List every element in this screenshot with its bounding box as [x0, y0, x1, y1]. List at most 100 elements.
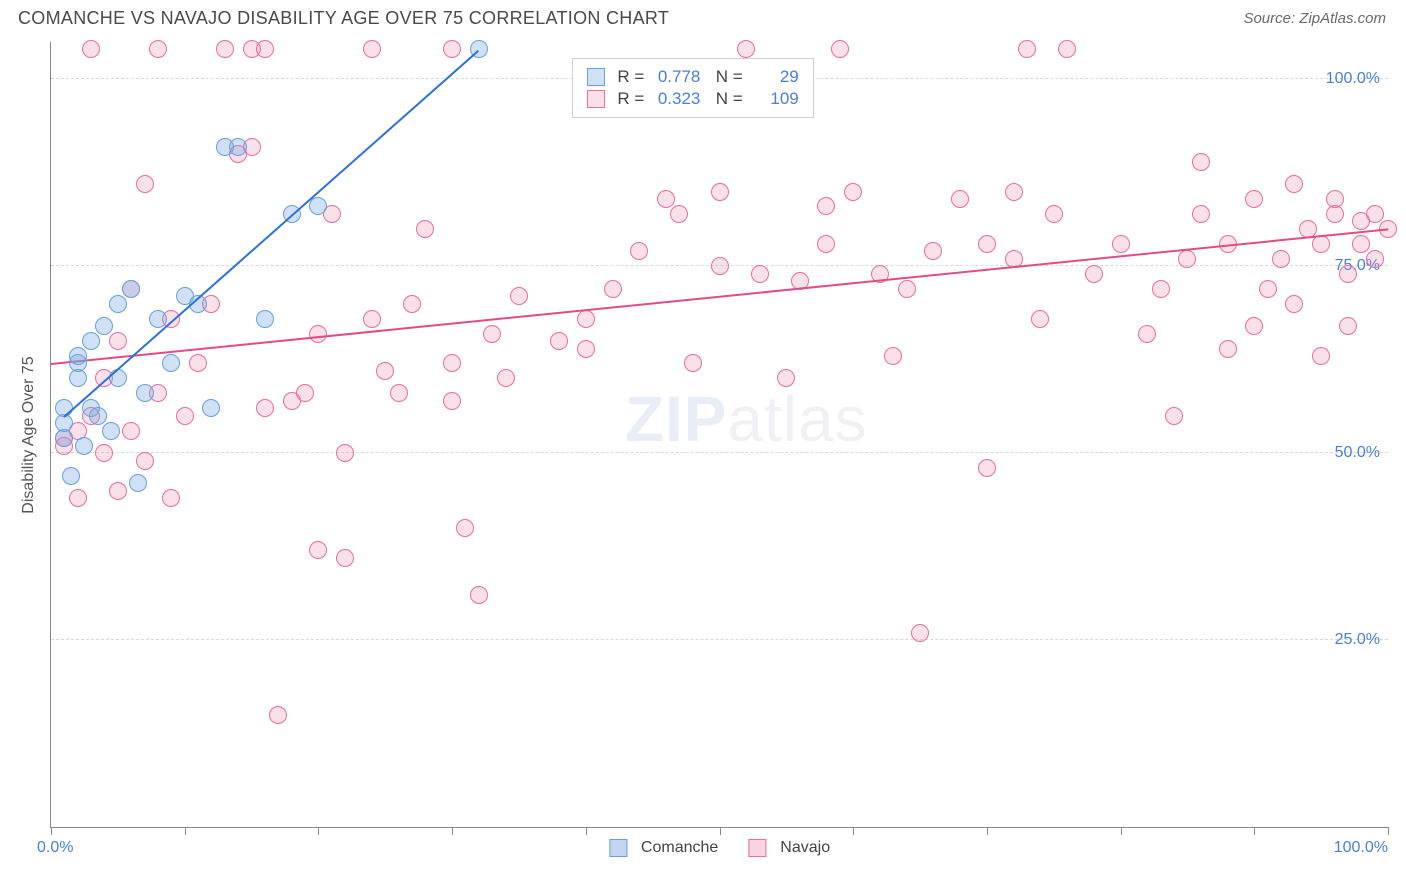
- legend-n-label: N =: [706, 67, 742, 87]
- navajo-point: [403, 295, 421, 313]
- navajo-point: [256, 399, 274, 417]
- navajo-point: [1285, 175, 1303, 193]
- navajo-point: [136, 175, 154, 193]
- y-tick-label: 100.0%: [1326, 70, 1380, 88]
- x-tick: [1121, 827, 1122, 835]
- x-tick: [51, 827, 52, 835]
- navajo-point: [149, 40, 167, 58]
- navajo-point: [336, 549, 354, 567]
- navajo-point: [363, 40, 381, 58]
- navajo-point: [497, 369, 515, 387]
- x-tick: [853, 827, 854, 835]
- navajo-point: [136, 452, 154, 470]
- comanche-point: [62, 467, 80, 485]
- navajo-point: [1245, 317, 1263, 335]
- navajo-point: [1005, 183, 1023, 201]
- navajo-point: [1018, 40, 1036, 58]
- navajo-point: [1192, 205, 1210, 223]
- comanche-point: [95, 317, 113, 335]
- navajo-point: [1058, 40, 1076, 58]
- legend-r-label: R =: [617, 67, 644, 87]
- navajo-point: [670, 205, 688, 223]
- navajo-point: [189, 354, 207, 372]
- y-tick-label: 25.0%: [1335, 631, 1380, 649]
- navajo-point: [256, 40, 274, 58]
- navajo-point: [109, 482, 127, 500]
- x-tick: [1388, 827, 1389, 835]
- comanche-point: [109, 295, 127, 313]
- navajo-point: [309, 541, 327, 559]
- navajo-point: [82, 40, 100, 58]
- correlation-legend: R = 0.778 N = 29R = 0.323 N = 109: [572, 58, 813, 118]
- comanche-point: [102, 422, 120, 440]
- navajo-point: [363, 310, 381, 328]
- navajo-point: [69, 489, 87, 507]
- navajo-point: [1192, 153, 1210, 171]
- x-tick: [452, 827, 453, 835]
- navajo-point: [390, 384, 408, 402]
- x-tick: [1254, 827, 1255, 835]
- plot-area: Disability Age Over 75 ZIPatlas 25.0%50.…: [50, 42, 1388, 828]
- navajo-point: [1138, 325, 1156, 343]
- comanche-point: [202, 399, 220, 417]
- comanche-point: [309, 197, 327, 215]
- navajo-point: [443, 40, 461, 58]
- navajo-point: [216, 40, 234, 58]
- navajo-point: [684, 354, 702, 372]
- navajo-point: [924, 242, 942, 260]
- navajo-point: [898, 280, 916, 298]
- navajo-point: [1366, 250, 1384, 268]
- navajo-point: [162, 489, 180, 507]
- x-tick: [318, 827, 319, 835]
- navajo-point: [1272, 250, 1290, 268]
- x-axis-min-label: 0.0%: [37, 839, 73, 857]
- navajo-point: [1152, 280, 1170, 298]
- navajo-point: [1352, 235, 1370, 253]
- navajo-point: [577, 310, 595, 328]
- navajo-point: [456, 519, 474, 537]
- comanche-point: [122, 280, 140, 298]
- navajo-point: [884, 347, 902, 365]
- comanche-swatch-icon: [587, 68, 605, 86]
- navajo-point: [1045, 205, 1063, 223]
- x-tick: [720, 827, 721, 835]
- navajo-point: [1312, 347, 1330, 365]
- navajo-point: [470, 586, 488, 604]
- comanche-point: [136, 384, 154, 402]
- navajo-point: [978, 235, 996, 253]
- navajo-point: [1339, 317, 1357, 335]
- navajo-point: [336, 444, 354, 462]
- legend-swatch-icon: [609, 839, 627, 857]
- navajo-point: [951, 190, 969, 208]
- navajo-point: [416, 220, 434, 238]
- navajo-point: [550, 332, 568, 350]
- legend-row-comanche: R = 0.778 N = 29: [587, 67, 798, 87]
- x-axis-max-label: 100.0%: [1334, 839, 1388, 857]
- navajo-point: [1112, 235, 1130, 253]
- legend-item: Comanche: [609, 839, 718, 857]
- comanche-point: [82, 332, 100, 350]
- navajo-point: [176, 407, 194, 425]
- navajo-point: [443, 354, 461, 372]
- navajo-point: [777, 369, 795, 387]
- navajo-point: [978, 459, 996, 477]
- comanche-point: [75, 437, 93, 455]
- legend-r-value: 0.778: [650, 67, 700, 87]
- navajo-point: [1326, 205, 1344, 223]
- navajo-point: [751, 265, 769, 283]
- navajo-point: [817, 197, 835, 215]
- navajo-point: [109, 332, 127, 350]
- navajo-point: [844, 183, 862, 201]
- navajo-point: [1219, 340, 1237, 358]
- navajo-point: [483, 325, 501, 343]
- navajo-point: [1285, 295, 1303, 313]
- navajo-point: [911, 624, 929, 642]
- chart-title: COMANCHE VS NAVAJO DISABILITY AGE OVER 7…: [18, 8, 669, 29]
- navajo-point: [1245, 190, 1263, 208]
- comanche-point: [69, 347, 87, 365]
- navajo-point: [443, 392, 461, 410]
- navajo-point: [1366, 205, 1384, 223]
- navajo-point: [817, 235, 835, 253]
- comanche-point: [162, 354, 180, 372]
- navajo-point: [1165, 407, 1183, 425]
